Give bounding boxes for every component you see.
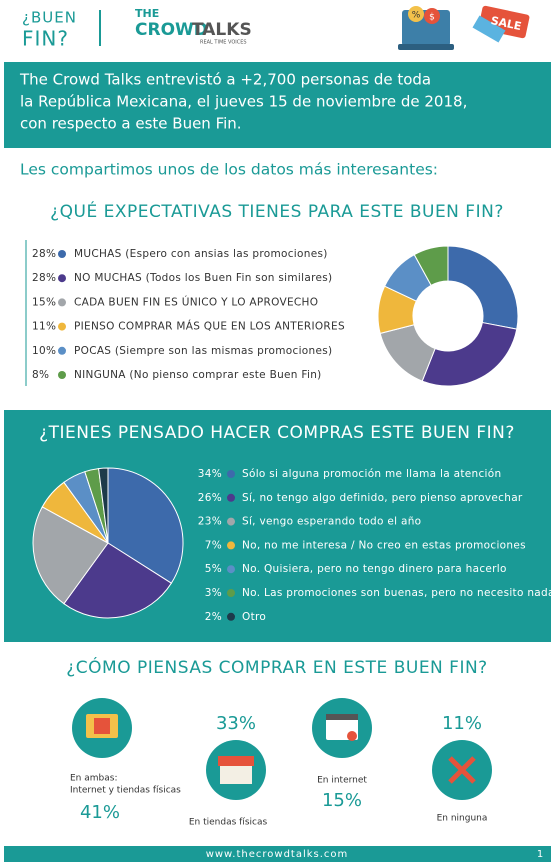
slice <box>63 542 173 619</box>
icon-text: $ <box>429 13 435 23</box>
icon <box>424 8 440 24</box>
legend-value: 3% <box>205 587 222 599</box>
logo: CROWD <box>135 20 208 40</box>
legend-label: NO MUCHAS (Todos los Buen Fin son simila… <box>74 272 332 284</box>
legend-swatch <box>58 274 66 283</box>
item-label: En tiendas físicas <box>189 818 268 828</box>
slice <box>447 245 519 330</box>
legend-label: No. Las promociones son buenas, pero no … <box>242 587 555 599</box>
legend-value: 2% <box>205 611 222 623</box>
legend-value: 34% <box>198 468 222 480</box>
icon <box>94 718 110 734</box>
legend-value: 10% <box>32 345 56 357</box>
legend-value: 7% <box>205 539 222 551</box>
legend-label: No. Quisiera, pero no tengo dinero para … <box>242 563 507 575</box>
legend-swatch <box>227 517 235 526</box>
section-title: ¿CÓMO PIENSAS COMPRAR EN ESTE BUEN FIN? <box>66 656 487 678</box>
logo: THE <box>135 7 159 20</box>
item-percent: 33% <box>216 713 256 734</box>
legend-swatch <box>58 250 66 258</box>
intro-line: con respecto a este Buen Fin. <box>20 115 242 133</box>
legend-label: CADA BUEN FIN ES ÚNICO Y LO APROVECHO <box>74 295 318 308</box>
footer <box>4 846 551 862</box>
logo-sub: REAL TIME VOICES <box>200 40 247 46</box>
item-label: En internet <box>317 776 367 786</box>
legend-swatch <box>58 346 66 355</box>
legend-label: PIENSO COMPRAR MÁS QUE EN LOS ANTERIORES <box>74 320 345 333</box>
legend-label: Otro <box>242 611 266 623</box>
legend-value: 8% <box>32 369 49 381</box>
item-label: En ambas: <box>70 774 117 784</box>
legend-label: Sí, vengo esperando todo el año <box>242 516 421 528</box>
chart-title: ¿QUÉ EXPECTATIVAS TIENES PARA ESTE BUEN … <box>50 200 504 222</box>
slice <box>421 321 518 387</box>
legend-value: 15% <box>32 296 56 308</box>
legend-label: Sólo si alguna promoción me llama la ate… <box>242 468 501 480</box>
icon <box>398 44 454 50</box>
icon <box>326 714 358 720</box>
legend-value: 28% <box>32 272 56 284</box>
legend-swatch <box>227 565 235 574</box>
intro-line: la República Mexicana, el jueves 15 de n… <box>20 93 467 111</box>
icon <box>220 766 252 784</box>
legend-swatch <box>227 470 235 478</box>
icon <box>448 756 476 784</box>
icon-text: SALE <box>490 14 523 33</box>
icon <box>472 15 506 43</box>
slice <box>98 467 109 544</box>
item-percent: 41% <box>80 802 120 823</box>
legend-value: 26% <box>198 492 222 504</box>
legend-swatch <box>58 298 66 307</box>
legend-swatch <box>227 612 235 621</box>
page-number: 1 <box>537 849 543 860</box>
icon <box>408 6 424 22</box>
legend-value: 28% <box>32 248 56 260</box>
tag: ¿BUEN <box>22 9 77 27</box>
chart-title: ¿TIENES PENSADO HACER COMPRAS ESTE BUEN … <box>39 423 515 443</box>
legend-label: POCAS (Siempre son las mismas promocione… <box>74 345 332 357</box>
legend-value: 11% <box>32 321 56 333</box>
item-label: En ninguna <box>437 814 488 824</box>
logo: TALKS <box>192 20 252 40</box>
legend-swatch <box>227 589 235 597</box>
legend-value: 5% <box>205 563 222 575</box>
item-label: Internet y tiendas físicas <box>70 786 181 796</box>
icon-text: % <box>412 11 421 21</box>
slice <box>413 245 449 287</box>
item-percent: 11% <box>442 713 482 734</box>
legend-label: No, no me interesa / No creo en estas pr… <box>242 539 526 551</box>
item-percent: 15% <box>322 790 362 811</box>
legend-swatch <box>58 371 66 379</box>
legend-swatch <box>58 322 66 331</box>
legend-value: 23% <box>198 516 222 528</box>
slice <box>32 506 109 605</box>
icon <box>347 731 357 741</box>
footer-url: www.thecrowdtalks.com <box>206 849 349 860</box>
intro-banner <box>4 62 551 148</box>
legend-label: Sí, no tengo algo definido, pero pienso … <box>242 492 523 504</box>
legend-swatch <box>227 493 235 502</box>
tag: FIN? <box>22 27 69 51</box>
legend-label: MUCHAS (Espero con ansias las promocione… <box>74 248 328 260</box>
intro-line: The Crowd Talks entrevistó a +2,700 pers… <box>19 71 431 89</box>
icon <box>218 756 254 766</box>
legend-swatch <box>227 541 235 550</box>
legend-label: NINGUNA (No pienso comprar este Buen Fin… <box>74 369 322 381</box>
subtitle: Les compartimos unos de los datos más in… <box>20 161 438 179</box>
